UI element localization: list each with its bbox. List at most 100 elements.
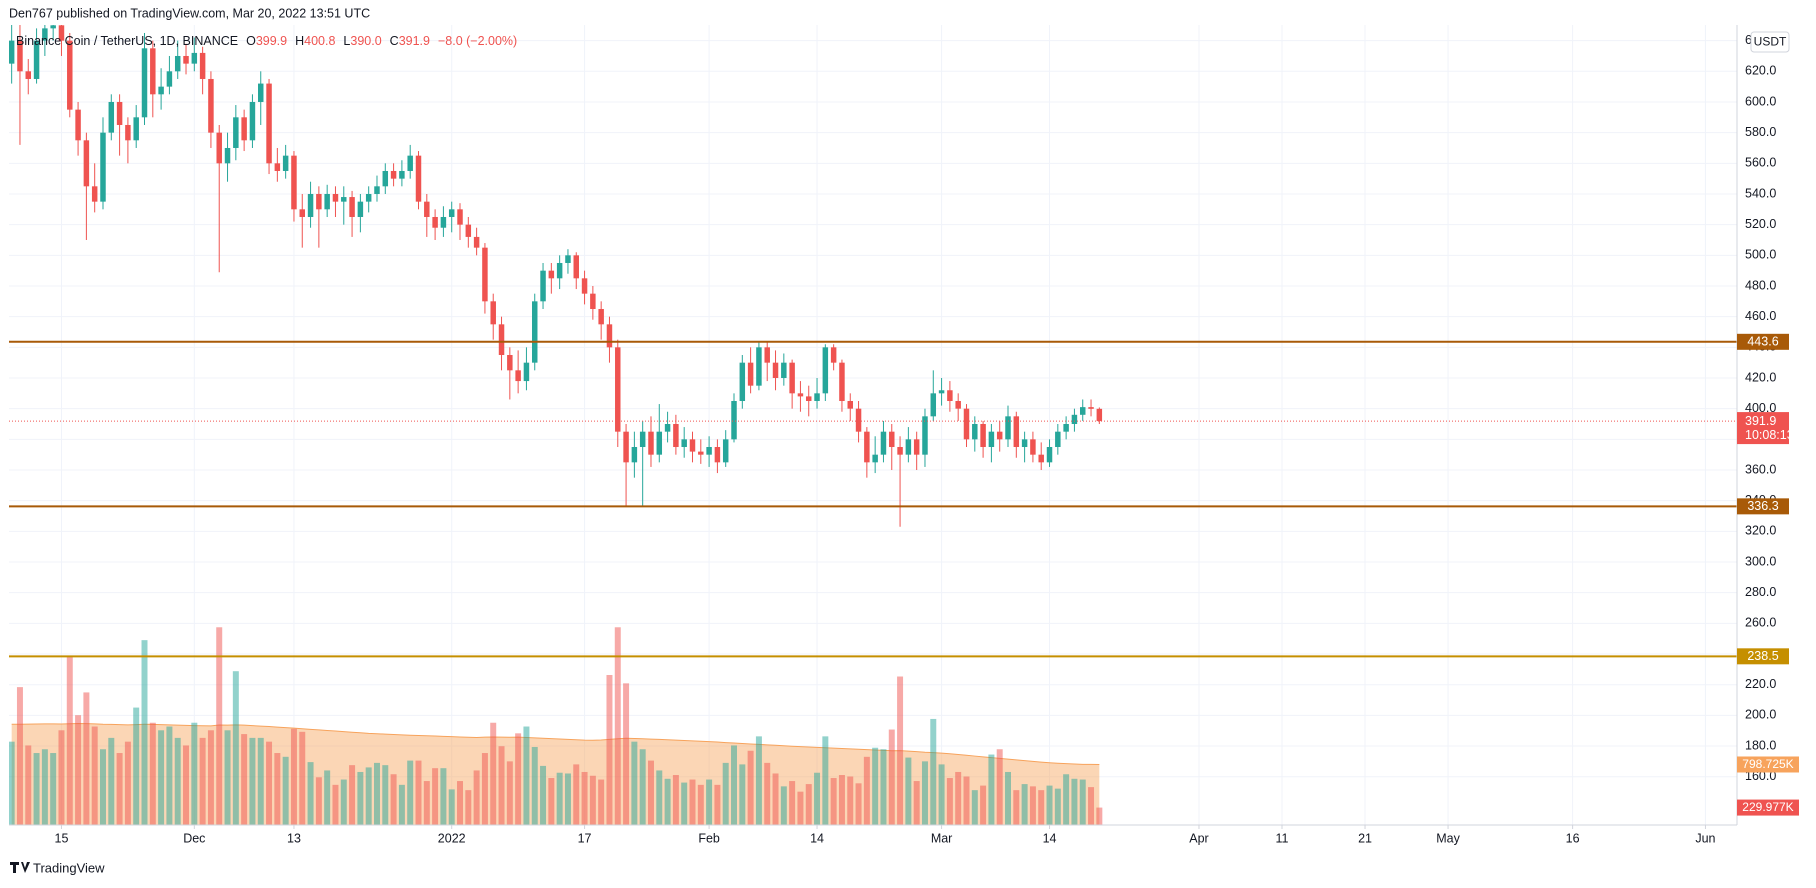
candle-body [814,393,820,402]
volume-bar [490,722,497,825]
volume-bar [1038,790,1045,825]
x-tick-label: Feb [698,831,720,845]
candle-body [266,83,272,164]
candle-body [947,390,953,402]
candle-body [382,170,389,187]
volume-bar [614,627,621,825]
candle-body [988,431,995,448]
candle-body [424,201,430,217]
volume-bar [963,776,970,825]
volume-bar [506,761,513,825]
volume-bar [307,762,314,825]
x-tick-label: 17 [578,831,592,845]
y-tick-label: 420.0 [1745,370,1776,384]
candle-body [598,308,604,325]
volume-bar [216,627,223,825]
l-label: L [343,34,350,48]
currency-button[interactable]: USDT [1750,31,1790,53]
candle-body [17,40,23,72]
volume-bar [191,722,198,825]
candle-body [133,117,139,141]
publisher-note: Den767 published on TradingView.com, Mar… [9,6,370,20]
brand-icon[interactable] [10,862,30,873]
currency-button-box[interactable] [1750,31,1790,53]
x-tick-label: May [1436,831,1460,845]
volume-bar [465,790,472,825]
volume-bar [224,730,231,825]
volume-bar [282,756,289,825]
candle-body [440,216,447,228]
candle-body [365,193,372,202]
volume-bar [58,730,65,825]
volume-bar [266,741,273,825]
volume-bar [349,765,356,825]
candle-body [457,209,463,225]
candle-body [316,193,322,210]
candle-body [523,362,530,382]
candle-body [58,25,65,41]
last-price-label: 391.9 [1745,414,1776,428]
volume-bar [357,771,364,825]
volume-bar [872,747,879,825]
volume-label: 798.725K [1742,757,1793,771]
candle-body [689,439,696,452]
volume-bar [199,737,206,825]
volume-bar [149,722,156,825]
volume-bar [440,768,447,825]
y-tick-label: 400.0 [1745,401,1776,415]
volume-bar [141,640,148,825]
volume-bar [498,746,505,825]
volume-bar [739,764,746,825]
candle-body [158,86,164,95]
candle-body [747,362,754,386]
series-layer [9,25,1737,825]
volume-bar [75,715,82,825]
candle-body [9,40,15,64]
candle-body [258,83,264,102]
volume-bar [706,779,713,825]
brand-logo[interactable]: TradingView [10,860,105,875]
brand-name[interactable]: TradingView [33,860,105,875]
volume-bar [274,753,281,825]
candle-body [116,101,123,125]
h-label: H [295,34,304,48]
volume-bar [938,764,945,825]
currency-label[interactable]: USDT [1754,35,1787,49]
candle-body [108,101,115,133]
candle-body [83,140,90,187]
candle-body [498,324,505,355]
volume-bar [16,687,23,825]
volume-bar [174,737,181,825]
volume-bar [714,784,721,825]
volume-bar [108,737,115,825]
y-tick-label: 160.0 [1745,769,1776,783]
o-label: O [246,34,256,48]
candle-body [889,431,895,448]
candle-body [324,193,330,210]
volume-bar [515,733,522,825]
candle-body [573,255,579,279]
volume-bar [124,741,131,825]
volume-bar [50,753,57,825]
x-tick-label: 2022 [438,831,466,845]
y-tick-label: 220.0 [1745,677,1776,691]
y-tick-label: 260.0 [1745,616,1776,630]
volume-bar [863,756,870,825]
candle-body [938,390,945,394]
y-tick-label: 600.0 [1745,94,1776,108]
x-tick-label: Apr [1189,831,1208,845]
volume-label: 229.977K [1742,800,1793,814]
volume-bar [116,753,123,825]
volume-bar [946,778,953,825]
level-label: 443.6 [1747,335,1778,349]
volume-bar [556,772,563,825]
y-tick-label: 300.0 [1745,554,1776,568]
level-label-box [1737,333,1789,350]
y-tick-label: 280.0 [1745,585,1776,599]
volume-bar [1005,771,1011,825]
volume-bar [913,781,920,825]
volume-bar [623,683,630,825]
candle-body [706,447,712,455]
x-tick-label: 16 [1566,831,1580,845]
